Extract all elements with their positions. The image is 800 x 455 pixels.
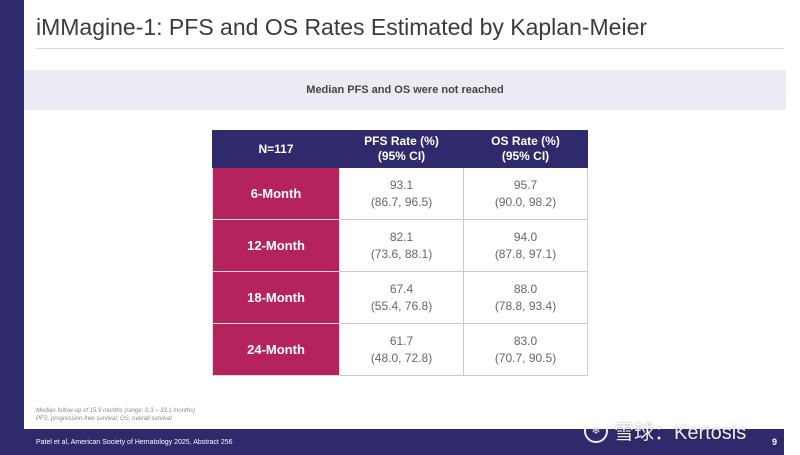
row-label: 12-Month [212,219,340,272]
header-os-title: OS Rate (%) [491,134,560,148]
pfs-ci: (73.6, 88.1) [370,246,433,261]
header-os: OS Rate (%) (95% CI) [463,130,588,168]
footnotes: Median follow-up of 15.9 months (range: … [36,407,195,423]
table-row: 18-Month 67.4 (55.4, 76.8) 88.0 (78.8, 9… [212,271,588,324]
left-accent-bar [0,0,24,455]
os-cell: 95.7 (90.0, 98.2) [463,167,588,220]
os-ci: (70.7, 90.5) [494,350,557,365]
os-cell: 88.0 (78.8, 93.4) [463,271,588,324]
pfs-value: 82.1 [389,229,414,244]
os-ci: (90.0, 98.2) [494,194,557,209]
os-ci: (78.8, 93.4) [494,298,557,313]
table-row: 6-Month 93.1 (86.7, 96.5) 95.7 (90.0, 98… [212,167,588,220]
survival-rates-table: N=117 PFS Rate (%) (95% CI) OS Rate (%) … [212,130,588,376]
table-row: 24-Month 61.7 (48.0, 72.8) 83.0 (70.7, 9… [212,323,588,376]
pfs-ci: (48.0, 72.8) [370,350,433,365]
table-row: 12-Month 82.1 (73.6, 88.1) 94.0 (87.8, 9… [212,219,588,272]
page-number: 9 [772,437,778,447]
pfs-ci: (86.7, 96.5) [370,194,433,209]
row-label: 24-Month [212,323,340,376]
os-value: 88.0 [513,281,538,296]
os-value: 94.0 [513,229,538,244]
citation: Patel et al, American Society of Hematol… [36,439,233,446]
header-pfs: PFS Rate (%) (95% CI) [339,130,464,168]
watermark: ❄ 雪球：Kertosis [584,416,746,445]
row-label: 18-Month [212,271,340,324]
pfs-cell: 82.1 (73.6, 88.1) [339,219,464,272]
header-pfs-ci: (95% CI) [377,149,426,163]
footnote-abbreviations: PFS, progression-free survival; OS, over… [36,416,172,422]
os-value: 83.0 [513,333,538,348]
os-value: 95.7 [513,177,538,192]
header-n: N=117 [212,130,340,168]
header-os-ci: (95% CI) [501,149,550,163]
os-ci: (87.8, 97.1) [494,246,557,261]
watermark-text: 雪球：Kertosis [614,422,747,444]
pfs-cell: 61.7 (48.0, 72.8) [339,323,464,376]
footer-bar [24,429,784,455]
pfs-cell: 93.1 (86.7, 96.5) [339,167,464,220]
footnote-followup: Median follow-up of 15.9 months (range: … [36,408,196,414]
table-header-row: N=117 PFS Rate (%) (95% CI) OS Rate (%) … [212,130,588,168]
slide-title: iMMagine-1: PFS and OS Rates Estimated b… [36,14,648,40]
snowball-logo-icon: ❄ [584,418,608,443]
summary-banner: Median PFS and OS were not reached [24,70,786,110]
header-pfs-title: PFS Rate (%) [364,134,439,148]
pfs-value: 61.7 [389,333,414,348]
pfs-value: 67.4 [389,281,414,296]
row-label: 6-Month [212,167,340,220]
pfs-ci: (55.4, 76.8) [370,298,433,313]
os-cell: 83.0 (70.7, 90.5) [463,323,588,376]
pfs-cell: 67.4 (55.4, 76.8) [339,271,464,324]
pfs-value: 93.1 [389,177,414,192]
os-cell: 94.0 (87.8, 97.1) [463,219,588,272]
title-divider [36,48,784,49]
